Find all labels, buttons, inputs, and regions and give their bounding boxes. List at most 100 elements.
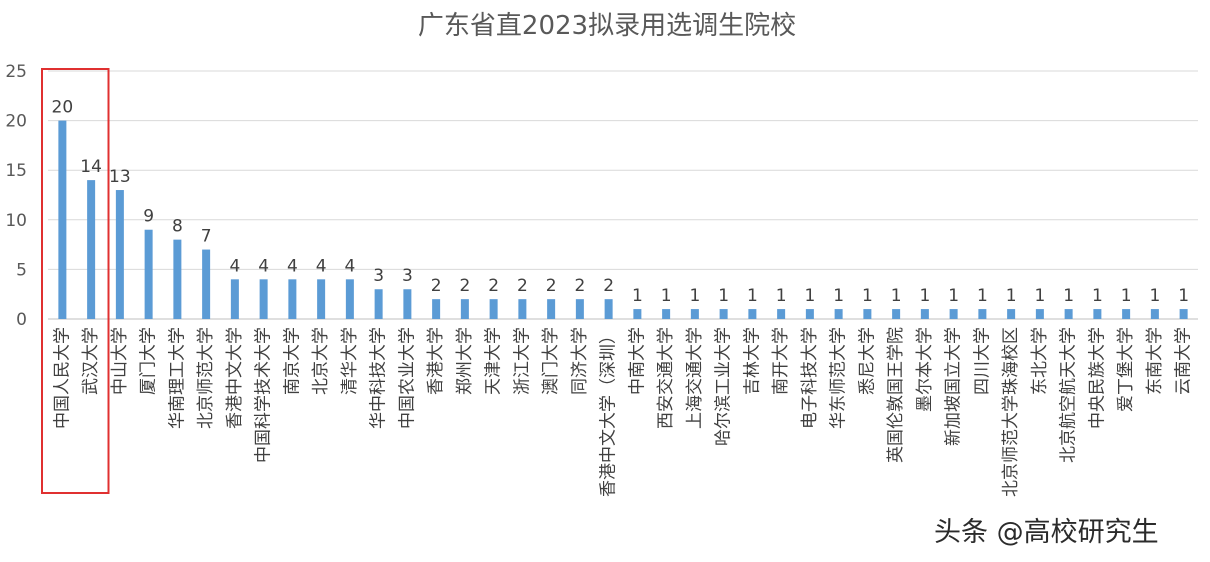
- bar: [87, 180, 96, 319]
- x-tick-label: 英国伦敦国王学院: [886, 327, 906, 463]
- bar: [460, 299, 469, 319]
- data-label: 3: [402, 266, 413, 286]
- bar: [230, 279, 239, 319]
- x-tick-label: 哈尔滨工业大学: [714, 327, 734, 446]
- data-label: 2: [431, 276, 442, 296]
- bar: [345, 279, 354, 319]
- data-label: 7: [201, 227, 212, 247]
- data-label: 3: [373, 266, 384, 286]
- bar: [575, 299, 584, 319]
- data-label: 1: [833, 286, 844, 306]
- x-tick-label: 云南大学: [1174, 327, 1194, 395]
- x-tick-label: 北京师范大学珠海校区: [1001, 327, 1021, 497]
- data-label: 1: [804, 286, 815, 306]
- x-tick-label: 北京大学: [311, 327, 331, 395]
- data-label: 2: [546, 276, 557, 296]
- x-tick-label: 中央民族大学: [1087, 327, 1107, 429]
- bar: [202, 249, 211, 319]
- x-axis-categories: 中国人民大学 武汉大学 中山大学 厦门大学 华南理工大学 北京师范大学 香港中文大学 中国科学…: [52, 327, 1193, 497]
- x-tick-label: 华南理工大学: [167, 327, 187, 429]
- y-tick-label: 5: [16, 260, 27, 280]
- data-label: 2: [603, 276, 614, 296]
- x-tick-label: 西安交通大学: [656, 327, 676, 429]
- data-label: 1: [1178, 286, 1189, 306]
- bar: [1122, 309, 1131, 319]
- bar: [489, 299, 498, 319]
- y-axis: 0 5 10 15 20 25: [5, 62, 27, 330]
- data-label: 4: [316, 256, 327, 276]
- gridlines: [48, 70, 1198, 320]
- bar: [604, 299, 613, 319]
- chart-title: 广东省直2023拟录用选调生院校: [418, 11, 796, 41]
- data-label: 1: [948, 286, 959, 306]
- bar: [1064, 309, 1073, 319]
- x-tick-label: 天津大学: [484, 327, 504, 395]
- data-label: 1: [718, 286, 729, 306]
- watermark: 头条 @高校研究生: [934, 517, 1159, 548]
- x-tick-label: 香港中文大学（深圳）: [599, 327, 619, 497]
- bars: [58, 120, 1188, 319]
- bar: [920, 309, 929, 319]
- x-tick-label: 东北大学: [1030, 327, 1050, 395]
- bar: [374, 289, 383, 319]
- bar: [259, 279, 268, 319]
- bar: [978, 309, 987, 319]
- data-label: 1: [1149, 286, 1160, 306]
- x-tick-label: 同济大学: [570, 327, 590, 395]
- data-label: 2: [488, 276, 499, 296]
- x-tick-label: 厦门大学: [139, 327, 159, 395]
- bar: [834, 309, 843, 319]
- bar: [1093, 309, 1102, 319]
- data-label: 14: [80, 157, 102, 177]
- bar: [115, 190, 124, 319]
- x-tick-label: 北京师范大学: [196, 327, 216, 429]
- x-tick-label: 中国科学技术大学: [254, 327, 274, 463]
- bar: [432, 299, 441, 319]
- data-label: 1: [747, 286, 758, 306]
- bar: [1035, 309, 1044, 319]
- data-label: 4: [258, 256, 269, 276]
- x-tick-label: 新加坡国立大学: [944, 327, 964, 446]
- bar: [1179, 309, 1188, 319]
- data-label: 9: [143, 207, 154, 227]
- x-tick-label: 爱丁堡大学: [1116, 327, 1136, 412]
- x-tick-label: 南京大学: [282, 327, 302, 395]
- bar: [805, 309, 814, 319]
- x-tick-label: 清华大学: [340, 327, 360, 395]
- bar: [748, 309, 757, 319]
- x-tick-label: 中国农业大学: [397, 327, 417, 429]
- x-tick-label: 北京航空航天大学: [1059, 327, 1079, 463]
- data-label: 1: [776, 286, 787, 306]
- x-tick-label: 武汉大学: [81, 327, 101, 395]
- x-tick-label: 华中科技大学: [369, 327, 389, 429]
- bar: [863, 309, 872, 319]
- data-label: 2: [574, 276, 585, 296]
- bar: [317, 279, 326, 319]
- data-label: 2: [459, 276, 470, 296]
- data-label: 1: [891, 286, 902, 306]
- bar: [518, 299, 527, 319]
- bar: [1150, 309, 1159, 319]
- bar: [403, 289, 412, 319]
- x-tick-label: 香港中文大学: [225, 327, 245, 429]
- data-label: 1: [1006, 286, 1017, 306]
- bar: [288, 279, 297, 319]
- bar: [892, 309, 901, 319]
- data-label: 1: [1034, 286, 1045, 306]
- data-label: 1: [977, 286, 988, 306]
- data-label: 4: [287, 256, 298, 276]
- bar: [58, 120, 67, 319]
- bar: [144, 229, 153, 319]
- x-tick-label: 郑州大学: [455, 327, 475, 395]
- y-tick-label: 0: [16, 310, 27, 330]
- bar: [547, 299, 556, 319]
- data-label: 1: [661, 286, 672, 306]
- data-label: 4: [229, 256, 240, 276]
- x-tick-label: 上海交通大学: [685, 327, 705, 429]
- x-tick-label: 中南大学: [627, 327, 647, 395]
- data-label: 4: [344, 256, 355, 276]
- bar: [719, 309, 728, 319]
- data-label: 1: [1092, 286, 1103, 306]
- x-tick-label: 东南大学: [1145, 327, 1165, 395]
